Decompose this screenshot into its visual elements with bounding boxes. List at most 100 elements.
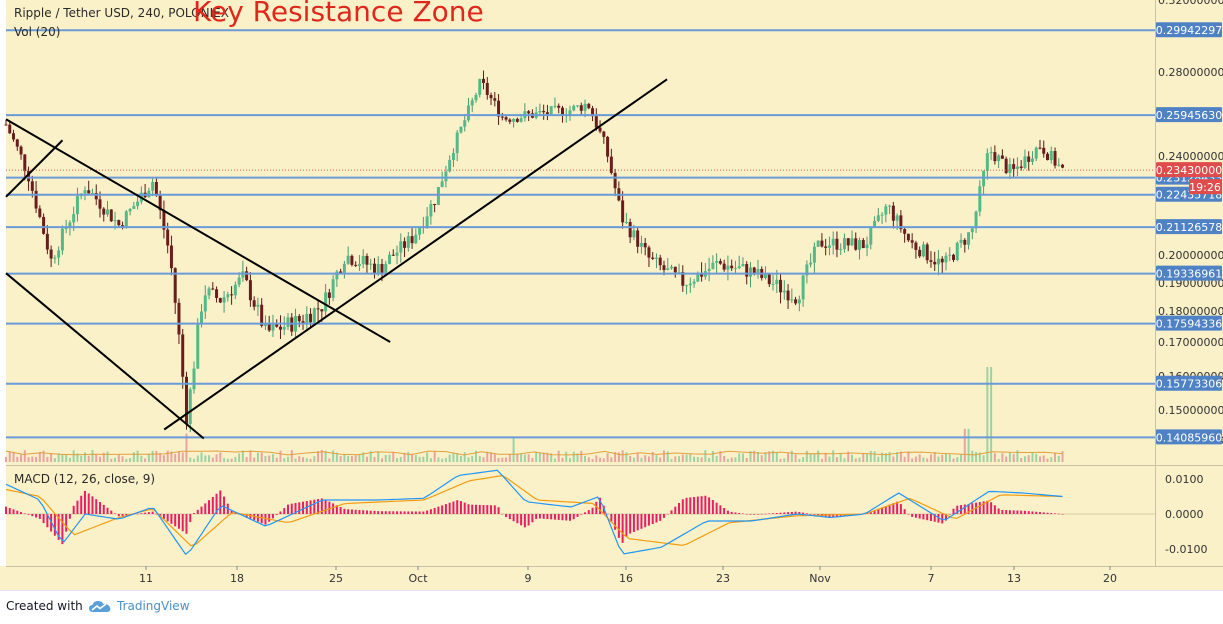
candle-body [275, 324, 279, 327]
macd-histogram-bar [230, 510, 233, 514]
level-badge [1156, 375, 1222, 391]
volume-bar [302, 457, 305, 462]
trendlines[interactable] [5, 78, 668, 440]
volume-bar [1016, 450, 1019, 462]
horizontal-levels[interactable] [6, 29, 1155, 439]
candle-body [354, 264, 358, 266]
volume-bar [542, 452, 545, 462]
level-badges: 0.299422970.259456300.231284330.22435718… [1156, 22, 1222, 445]
volume-bar [858, 457, 861, 462]
macd-histogram-bar [832, 514, 835, 518]
macd-histogram-bar [362, 510, 365, 514]
volume-bar [20, 454, 23, 462]
candle-body [824, 246, 828, 248]
countdown-label: 19:26 [1189, 181, 1221, 194]
macd-histogram-bar [1012, 510, 1015, 514]
candle-body [685, 285, 689, 287]
macd-histogram-bar [87, 493, 90, 514]
macd-histogram-bar [61, 514, 64, 545]
macd-histogram-bar [76, 500, 79, 514]
volume-bar [561, 457, 564, 462]
volume-bar [655, 455, 658, 462]
candle-body [647, 247, 651, 258]
macd-histogram-bar [839, 514, 842, 517]
macd-histogram-bar [117, 514, 120, 517]
volume-bar [350, 456, 353, 462]
candle-body [910, 240, 914, 243]
volume-bar [444, 457, 447, 462]
candle-body [320, 309, 324, 312]
candle-body [925, 244, 929, 261]
volume-bar [820, 458, 823, 462]
key-resistance-annotation[interactable]: Key Resistance Zone [193, 0, 484, 28]
volume-bar [790, 450, 793, 462]
tradingview-cloud-icon[interactable] [88, 598, 112, 614]
volume-bar [674, 456, 677, 462]
trendline[interactable] [5, 139, 64, 198]
candle-body [414, 234, 418, 244]
macd-histogram-bar [952, 508, 955, 514]
volume-bar [948, 454, 951, 462]
volume-bar [497, 457, 500, 462]
macd-histogram-bar [768, 513, 771, 515]
macd-histogram-bar [1050, 513, 1053, 514]
candle-body [846, 238, 850, 246]
volume-bar [621, 450, 624, 462]
volume-bar [772, 450, 775, 462]
volume-bar [72, 450, 75, 462]
macd-histogram-bar [27, 514, 30, 515]
candle-body [854, 238, 858, 250]
volume-bar [640, 457, 643, 462]
candle-body [737, 266, 741, 269]
volume-bar [580, 450, 583, 462]
macd-histogram-bar [20, 512, 23, 514]
candle-body [921, 244, 925, 257]
candle-body [196, 324, 200, 369]
candle-body [418, 227, 422, 235]
trading-chart[interactable]: 0.280000000.240000000.200000000.19000000… [0, 0, 1223, 590]
candle-body [162, 210, 166, 230]
macd-histogram-bar [678, 502, 681, 514]
macd-histogram-bar [16, 510, 19, 514]
volume-bar [839, 454, 842, 462]
volume-bar [1061, 451, 1064, 462]
candle-body [350, 255, 354, 265]
volume-bar [456, 453, 459, 462]
trendline[interactable] [5, 272, 205, 440]
candle-body [151, 181, 155, 191]
volume-bar [219, 452, 222, 462]
macd-histogram-bar [5, 506, 7, 514]
volume-bar [260, 452, 263, 462]
trendline[interactable] [5, 118, 391, 343]
candle-body [812, 246, 816, 263]
candle-body [583, 103, 587, 111]
macd-histogram-bar [760, 514, 763, 515]
candle-body [1000, 155, 1004, 159]
macd-histogram-bar [666, 514, 669, 515]
volume-bar [486, 451, 489, 462]
tradingview-link[interactable]: TradingView [117, 599, 190, 613]
volume-bar [595, 455, 598, 462]
candle-body [106, 209, 110, 215]
candle-body [98, 199, 102, 209]
volume-bar [399, 456, 402, 462]
price-tick-label: 0.15000000 [1158, 404, 1223, 417]
volume-bar [482, 457, 485, 462]
macd-histogram-bar [869, 511, 872, 514]
volume-bar [993, 453, 996, 462]
candle-body [470, 100, 474, 106]
macd-histogram-bar [396, 511, 399, 514]
candle-body [403, 241, 407, 248]
volume-bar [392, 451, 395, 462]
macd-histogram-bar [884, 506, 887, 514]
volume-bar [546, 452, 549, 462]
volume-bar [463, 452, 466, 462]
macd-histogram-bar [918, 514, 921, 519]
macd-histogram-bar [275, 514, 278, 515]
volume-bars [5, 367, 1064, 462]
macd-histogram-bar [1031, 511, 1034, 514]
trendline[interactable] [163, 78, 668, 431]
level-badge-label: 0.19336961 [1156, 268, 1222, 281]
volume-bar [448, 454, 451, 462]
macd-histogram-bar [335, 505, 338, 514]
